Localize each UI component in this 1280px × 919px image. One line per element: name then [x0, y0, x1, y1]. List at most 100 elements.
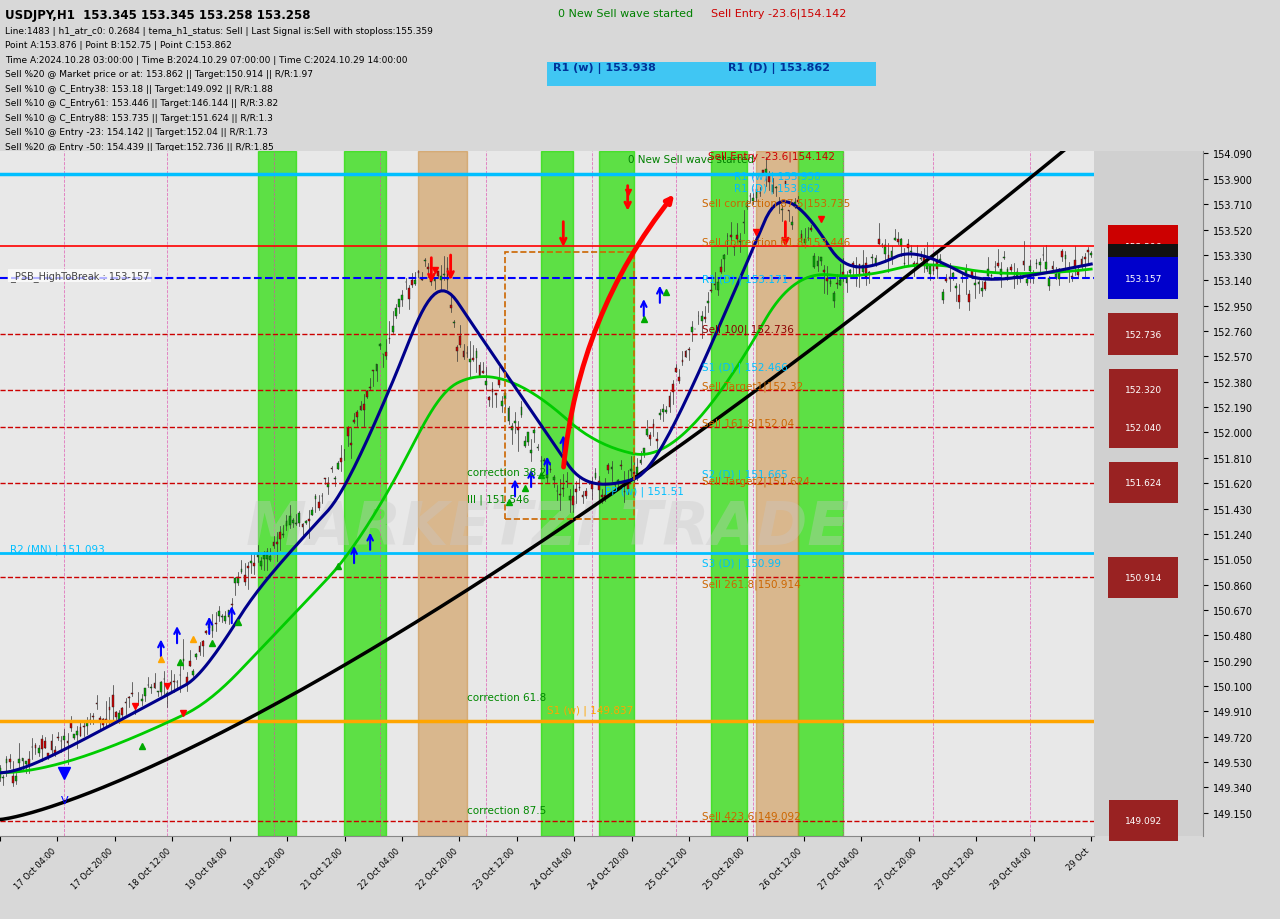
Bar: [228, 610, 229, 618]
Bar: [79, 728, 82, 736]
Bar: [1000, 270, 1002, 276]
Bar: [35, 745, 36, 748]
Bar: [154, 684, 155, 688]
Bar: [102, 719, 104, 725]
Bar: [196, 654, 197, 657]
Bar: [1078, 271, 1079, 276]
Bar: [859, 265, 860, 277]
Bar: [527, 432, 529, 443]
Bar: [311, 510, 314, 515]
Bar: [289, 516, 291, 526]
Bar: [884, 246, 886, 255]
Text: Sell Entry -23.6|154.142: Sell Entry -23.6|154.142: [712, 8, 847, 19]
Bar: [675, 369, 677, 372]
Bar: [515, 422, 516, 424]
Bar: [419, 152, 467, 836]
Bar: [264, 555, 265, 560]
Bar: [440, 277, 442, 281]
Bar: [1048, 279, 1050, 287]
Bar: [1061, 252, 1064, 258]
Bar: [791, 222, 792, 226]
Bar: [742, 222, 745, 224]
Bar: [253, 563, 255, 566]
Bar: [530, 450, 532, 453]
Bar: [972, 271, 973, 277]
Bar: [12, 777, 14, 783]
Bar: [1055, 275, 1057, 278]
Bar: [730, 236, 732, 238]
Bar: [504, 394, 507, 400]
Bar: [492, 390, 493, 392]
Bar: [379, 345, 380, 346]
Text: R1 (D) | 153.171: R1 (D) | 153.171: [701, 275, 788, 285]
Bar: [823, 270, 824, 273]
Bar: [797, 201, 799, 203]
Bar: [170, 682, 172, 685]
Bar: [396, 309, 397, 316]
Text: Sell 261.8|150.914: Sell 261.8|150.914: [701, 578, 800, 589]
Bar: [887, 255, 890, 259]
Bar: [662, 410, 664, 413]
Bar: [906, 244, 909, 248]
Bar: [547, 474, 548, 478]
Bar: [968, 295, 970, 302]
Bar: [736, 235, 739, 240]
Bar: [623, 492, 626, 493]
Bar: [753, 199, 754, 201]
Bar: [691, 328, 692, 332]
Bar: [360, 406, 361, 411]
Bar: [1052, 267, 1053, 270]
Bar: [298, 514, 301, 524]
Bar: [952, 274, 954, 278]
Bar: [337, 463, 339, 470]
Text: PP (w) | 151.51: PP (w) | 151.51: [605, 486, 684, 497]
Bar: [436, 271, 439, 277]
Bar: [250, 562, 252, 564]
Bar: [708, 302, 709, 303]
Text: Sell 100| 152.736: Sell 100| 152.736: [701, 323, 794, 335]
Bar: [785, 182, 786, 185]
Bar: [936, 260, 937, 269]
Bar: [77, 732, 78, 735]
Text: Time A:2024.10.28 03:00:00 | Time B:2024.10.29 07:00:00 | Time C:2024.10.29 14:0: Time A:2024.10.28 03:00:00 | Time B:2024…: [5, 55, 408, 64]
Bar: [701, 316, 703, 322]
Bar: [636, 468, 639, 475]
Bar: [498, 380, 499, 386]
Text: Sell Entry -23.6|154.142: Sell Entry -23.6|154.142: [708, 152, 835, 163]
Bar: [192, 671, 195, 675]
Bar: [781, 210, 783, 211]
Bar: [685, 351, 686, 358]
Bar: [1071, 277, 1073, 278]
Text: Sell correction 61.8|153.446: Sell correction 61.8|153.446: [701, 237, 850, 247]
Bar: [940, 260, 941, 262]
Bar: [611, 468, 612, 470]
Bar: [3, 777, 4, 778]
Bar: [67, 741, 69, 743]
Text: 153.396: 153.396: [1125, 243, 1162, 251]
Bar: [292, 520, 294, 523]
Bar: [479, 366, 480, 377]
Bar: [70, 721, 72, 729]
Text: correction 61.8: correction 61.8: [467, 692, 547, 702]
Text: correction 38.2: correction 38.2: [467, 468, 547, 478]
Bar: [485, 381, 486, 385]
Bar: [1091, 254, 1092, 256]
Bar: [553, 478, 554, 481]
Bar: [224, 616, 227, 621]
Bar: [447, 268, 448, 281]
Bar: [984, 282, 986, 289]
Text: Sell Target2|151.624: Sell Target2|151.624: [701, 476, 809, 486]
Bar: [617, 481, 620, 484]
Bar: [1074, 260, 1076, 267]
Bar: [987, 269, 989, 277]
Bar: [827, 278, 828, 281]
Bar: [829, 282, 831, 284]
Bar: [534, 431, 535, 433]
Bar: [927, 264, 928, 270]
Bar: [1046, 263, 1047, 269]
Bar: [630, 470, 632, 471]
Text: 151.624: 151.624: [1125, 479, 1162, 488]
Bar: [183, 660, 184, 662]
Bar: [916, 264, 918, 267]
Bar: [1016, 272, 1018, 278]
